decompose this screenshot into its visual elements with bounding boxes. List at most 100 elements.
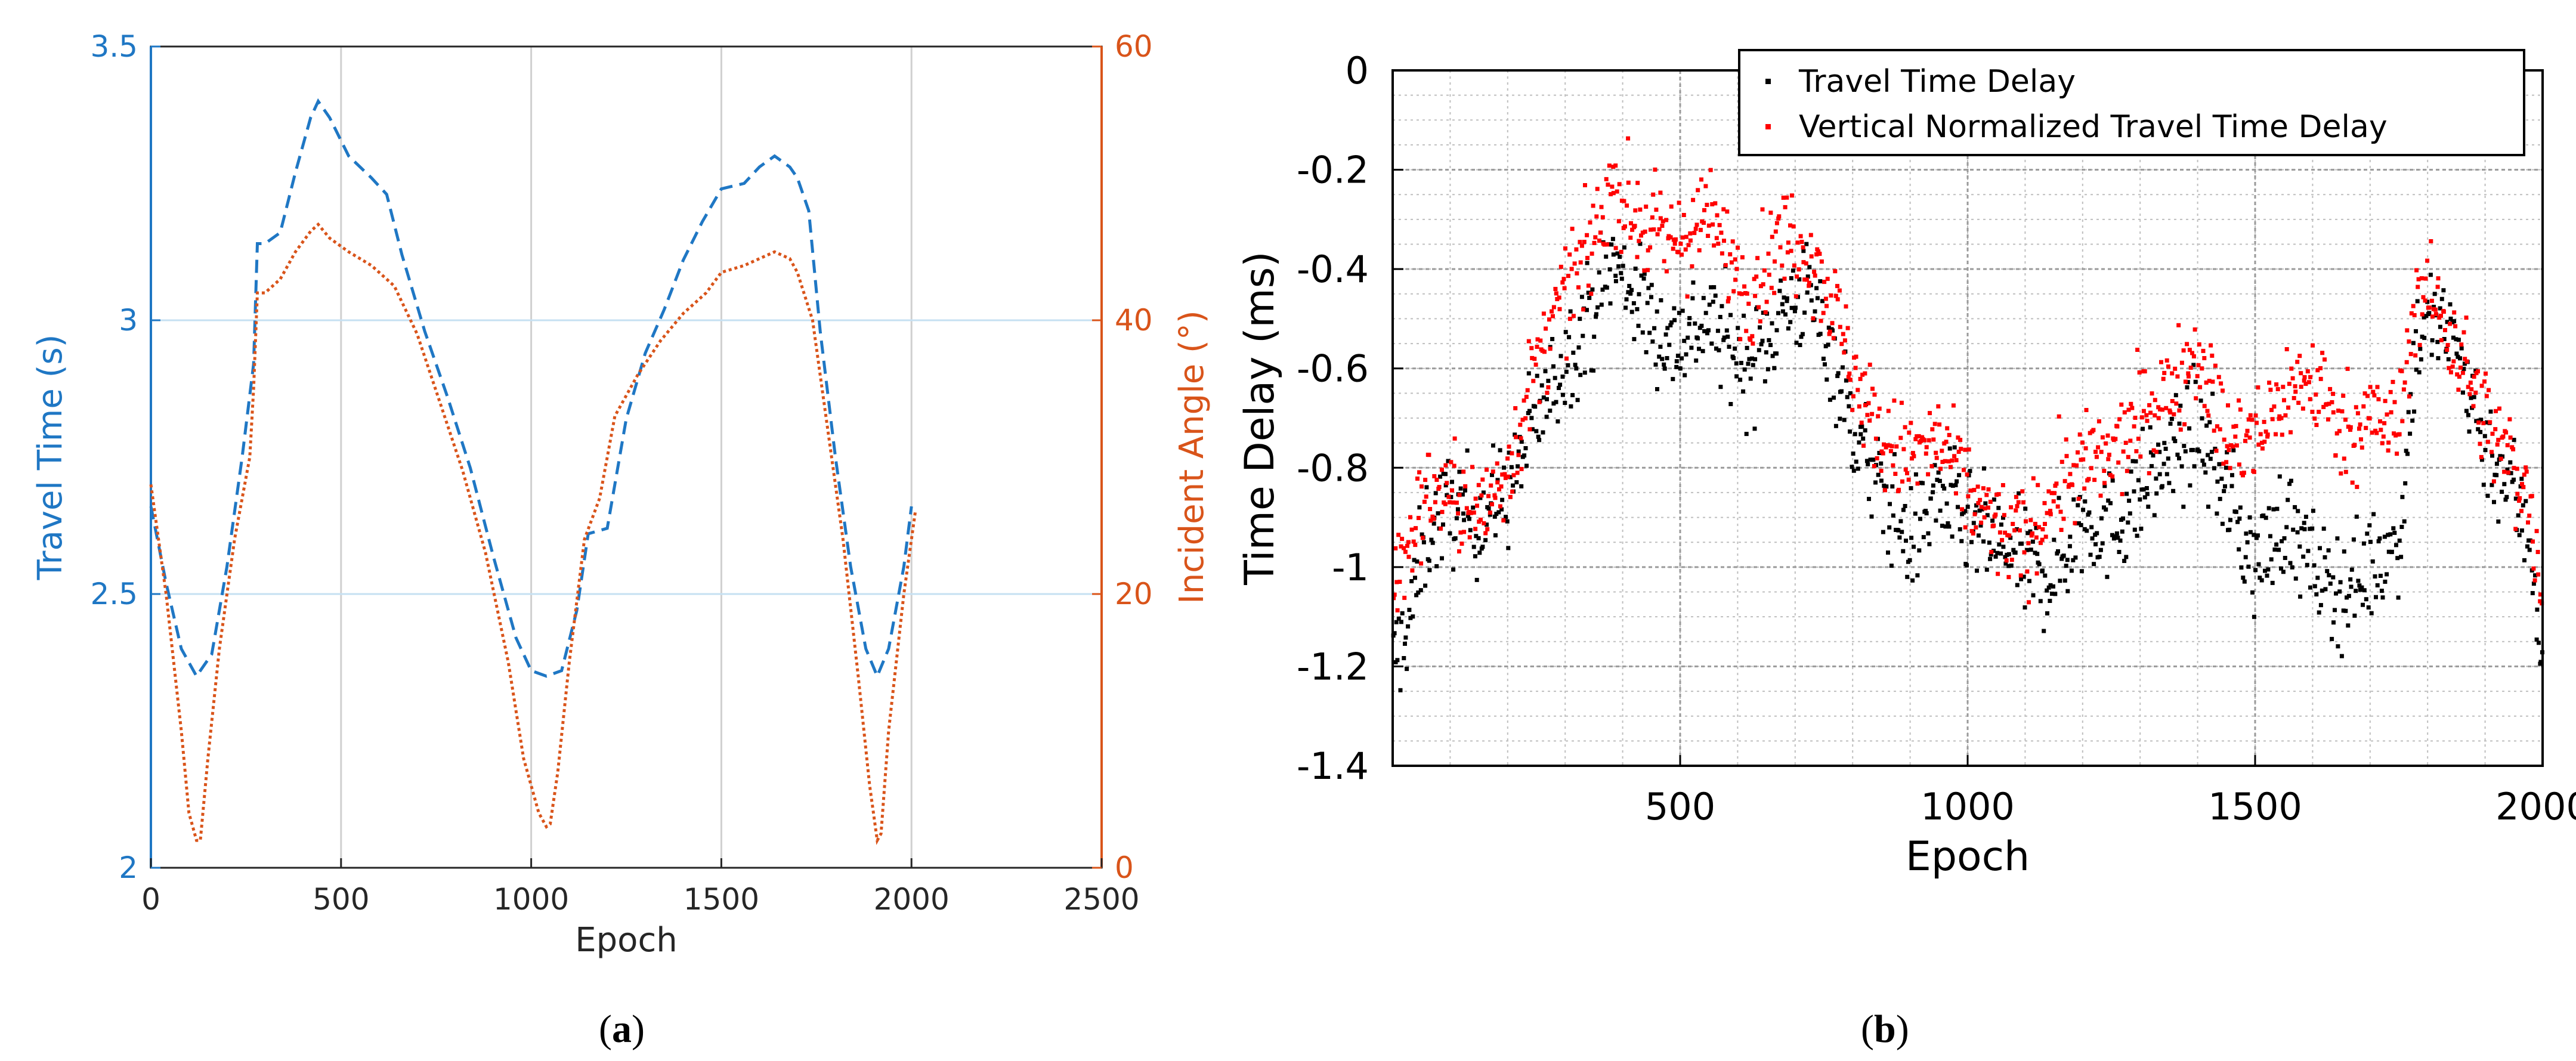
scatter-point [1712, 243, 1717, 248]
scatter-point [1773, 229, 1778, 234]
scatter-point [2198, 385, 2203, 389]
scatter-point [1726, 296, 1731, 301]
scatter-point [1940, 448, 1944, 453]
scatter-point [2389, 549, 2394, 554]
scatter-point [2320, 588, 2324, 593]
scatter-point [1672, 318, 1677, 323]
scatter-point [2534, 528, 2539, 533]
scatter-point [1613, 246, 1618, 250]
scatter-point [2358, 422, 2362, 427]
scatter-point [2034, 525, 2039, 530]
scatter-point [1943, 524, 1948, 529]
scatter-point [2009, 563, 2014, 568]
scatter-point [1463, 488, 1467, 493]
scatter-point [1841, 332, 1845, 336]
scatter-point [1427, 568, 1432, 573]
scatter-point [1557, 295, 1561, 300]
scatter-point [1972, 488, 1977, 493]
scatter-point [2410, 418, 2415, 423]
scatter-point [2286, 497, 2290, 502]
scatter-point [1593, 235, 1598, 240]
scatter-point [2065, 589, 2070, 593]
scatter-point [2262, 440, 2267, 444]
scatter-point [1822, 280, 1827, 284]
scatter-point [2459, 365, 2463, 370]
scatter-point [2266, 506, 2271, 511]
scatter-point [1827, 332, 1832, 336]
scatter-point [1957, 473, 1962, 478]
scatter-point [1694, 358, 1699, 363]
scatter-point [2317, 610, 2321, 615]
scatter-point [2008, 536, 2013, 540]
scatter-point [1984, 567, 1989, 572]
scatter-point [1887, 443, 1892, 448]
scatter-point [1799, 335, 1804, 339]
scatter-point [1978, 523, 1983, 528]
scatter-point [1643, 229, 1647, 234]
scatter-point [2229, 484, 2234, 488]
scatter-point [2504, 494, 2509, 499]
scatter-point [1687, 315, 1692, 320]
scatter-point [1838, 324, 1842, 329]
y-tick-label: -1.2 [1297, 645, 1369, 688]
scatter-point [1768, 343, 1773, 347]
scatter-point [2454, 337, 2459, 342]
scatter-point [2417, 343, 2422, 347]
scatter-point [1491, 443, 1495, 448]
scatter-point [2485, 493, 2490, 498]
scatter-point [1861, 443, 1866, 448]
scatter-point [2526, 520, 2530, 525]
scatter-point [1530, 355, 1535, 360]
scatter-point [2191, 354, 2196, 358]
scatter-point [2259, 440, 2264, 445]
scatter-point [2528, 538, 2532, 543]
scatter-point [2052, 491, 2057, 496]
scatter-point [2342, 456, 2346, 461]
scatter-point [1553, 376, 1557, 381]
scatter-point [1599, 205, 1604, 209]
scatter-point [1495, 478, 1500, 482]
scatter-point [2535, 550, 2540, 554]
scatter-point [1978, 497, 1983, 502]
scatter-point [1560, 375, 1565, 379]
scatter-point [1851, 394, 1856, 398]
scatter-point [2527, 547, 2532, 552]
scatter-point [1633, 267, 1638, 271]
scatter-point [1762, 268, 1767, 273]
scatter-point [2196, 363, 2201, 367]
scatter-point [1703, 311, 1708, 315]
scatter-point [2479, 457, 2484, 462]
scatter-point [1623, 224, 1627, 229]
scatter-point [1645, 301, 1650, 305]
scatter-point [1479, 517, 1483, 522]
y-axis-label: Travel Time (s) [31, 335, 70, 581]
scatter-point [1621, 264, 1625, 268]
scatter-point [2279, 416, 2284, 420]
scatter-point [2265, 432, 2270, 437]
scatter-point [1856, 388, 1860, 392]
scatter-point [2263, 568, 2267, 573]
scatter-point [2171, 488, 2176, 493]
scatter-point [1604, 254, 1609, 259]
scatter-point [2308, 375, 2313, 379]
scatter-point [1893, 472, 1898, 476]
scatter-point [1562, 286, 1567, 290]
scatter-point [2156, 405, 2161, 410]
scatter-point [2150, 391, 2154, 396]
scatter-point [2402, 519, 2407, 524]
scatter-point [2383, 579, 2388, 584]
scatter-point [2274, 382, 2279, 387]
x-axis-label: Epoch [1906, 833, 2030, 880]
scatter-point [1865, 413, 1870, 417]
scatter-point [2255, 420, 2259, 425]
scatter-point [1691, 280, 1696, 285]
scatter-point [2377, 536, 2382, 541]
scatter-point [2490, 482, 2494, 487]
scatter-point [1746, 361, 1751, 366]
scatter-point [2339, 654, 2344, 658]
scatter-point [1406, 624, 1411, 629]
scatter-point [2228, 466, 2232, 471]
scatter-point [2123, 441, 2128, 445]
scatter-point [1564, 356, 1569, 361]
scatter-point [2373, 574, 2377, 579]
